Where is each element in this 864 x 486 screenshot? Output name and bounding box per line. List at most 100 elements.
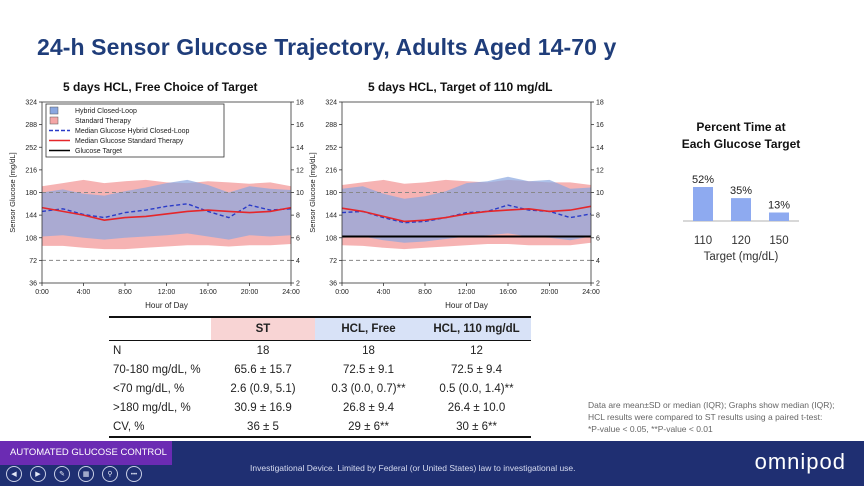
footer-disclaimer: Investigational Device. Limited by Feder… [250, 463, 576, 473]
x-tick-label: 12:00 [458, 289, 476, 296]
bar-x-axis-label: Target (mg/dL) [704, 251, 779, 263]
bar-value-label: 52% [692, 174, 714, 186]
x-tick-label: 20:00 [241, 289, 259, 296]
table-row: CV, % 36 ± 5 29 ± 6** 30 ± 6** [109, 417, 531, 437]
y-tick-label: 36 [329, 281, 337, 288]
y-tick-label: 144 [325, 213, 337, 220]
bar-category-label: 110 [694, 235, 712, 247]
chart-legend: Hybrid Closed-Loop Standard Therapy Median… [45, 103, 225, 158]
legend-label: Standard Therapy [75, 118, 131, 125]
legend-label: Hybrid Closed-Loop [75, 108, 137, 115]
x-axis-label: Hour of Day [145, 301, 188, 310]
y-tick-label: 324 [325, 100, 337, 107]
y-right-tick-label: 18 [296, 100, 304, 107]
x-tick-label: 0:00 [35, 289, 49, 296]
x-tick-label: 12:00 [158, 289, 176, 296]
bar-110 [693, 187, 713, 221]
left-glucose-chart: 36 2 72 4 108 6 144 8 180 10 216 12 252 14 288 16 324 18 0… [8, 100, 304, 311]
table-row: >180 mg/dL, % 30.9 ± 16.9 26.8 ± 9.4 26.… [109, 398, 531, 417]
bar-120 [731, 198, 751, 221]
x-tick-label: 8:00 [418, 289, 432, 296]
y-tick-label: 36 [29, 281, 37, 288]
y-tick-label: 324 [25, 100, 37, 107]
x-tick-label: 16:00 [499, 289, 517, 296]
row-label: <70 mg/dL, % [113, 382, 185, 395]
pen-icon[interactable]: ✎ [54, 466, 70, 482]
footer-bar: AUTOMATED GLUCOSE CONTROL ◀ ▶ ✎ ▦ ⚲ ••• … [0, 441, 864, 486]
table-header-blank [109, 317, 211, 341]
row-cell: 30 ± 6** [456, 420, 497, 433]
table-row: N 18 18 12 [109, 341, 531, 361]
y-right-tick-label: 18 [596, 100, 604, 107]
y-tick-label: 72 [29, 258, 37, 265]
row-cell: 65.6 ± 15.7 [234, 363, 292, 376]
x-tick-label: 20:00 [541, 289, 559, 296]
row-cell: 36 ± 5 [247, 420, 279, 433]
y-axis-label: Sensor Glucose [mg/dL] [308, 152, 317, 232]
table-row: 70-180 mg/dL, % 65.6 ± 15.7 72.5 ± 9.1 7… [109, 360, 531, 379]
x-tick-label: 16:00 [199, 289, 217, 296]
y-right-tick-label: 2 [296, 281, 300, 288]
next-icon[interactable]: ▶ [30, 466, 46, 482]
footnote-line: Data are mean±SD or median (IQR); Graphs… [588, 400, 835, 410]
y-tick-label: 216 [325, 167, 337, 174]
y-right-tick-label: 8 [296, 213, 300, 220]
y-right-tick-label: 14 [296, 145, 304, 152]
y-tick-label: 180 [325, 190, 337, 197]
x-axis-label: Hour of Day [445, 301, 488, 310]
row-cell: 29 ± 6** [348, 420, 389, 433]
row-cell: 0.3 (0.0, 0.7)** [331, 382, 406, 395]
y-tick-label: 72 [329, 258, 337, 265]
row-cell: 30.9 ± 16.9 [234, 401, 292, 414]
row-cell: 2.6 (0.9, 5.1) [230, 382, 296, 395]
x-tick-label: 24:00 [582, 289, 600, 296]
row-cell: 72.5 ± 9.1 [342, 363, 395, 376]
table-header-st: ST [211, 317, 315, 341]
y-right-tick-label: 6 [296, 235, 300, 242]
bar-150 [769, 212, 789, 221]
y-tick-label: 216 [25, 167, 37, 174]
y-tick-label: 108 [325, 235, 337, 242]
y-right-tick-label: 8 [596, 213, 600, 220]
y-right-tick-label: 14 [596, 145, 604, 152]
row-cell: 26.4 ± 10.0 [447, 401, 506, 414]
y-right-tick-label: 10 [596, 190, 604, 197]
bar-value-label: 13% [768, 200, 790, 212]
slide-title: 24-h Sensor Glucose Trajectory, Adults A… [37, 34, 617, 60]
zoom-icon[interactable]: ⚲ [102, 466, 118, 482]
table-header-row: ST HCL, Free HCL, 110 mg/dL [109, 317, 531, 341]
results-table: ST HCL, Free HCL, 110 mg/dL N 18 18 12 7… [109, 316, 531, 438]
prev-icon[interactable]: ◀ [6, 466, 22, 482]
legend-label: Median Glucose Standard Therapy [75, 138, 184, 145]
bar-chart-title: Percent Time at Each Glucose Target [661, 119, 821, 153]
median-line-median-glucose-standard-therapy [41, 206, 292, 222]
grid-icon[interactable]: ▦ [78, 466, 94, 482]
iqr-band-hybrid-closed-loop [42, 179, 291, 240]
x-tick-label: 24:00 [282, 289, 300, 296]
row-label: CV, % [113, 420, 145, 433]
x-tick-label: 4:00 [77, 289, 91, 296]
y-tick-label: 252 [25, 145, 37, 152]
row-cell: 18 [256, 344, 270, 357]
omnipod-logo: omnipod [754, 449, 846, 474]
more-icon[interactable]: ••• [126, 466, 142, 482]
row-cell: 12 [470, 344, 483, 357]
bar-chart-title-line2: Each Glucose Target [681, 137, 801, 151]
legend-label: Glucose Target [75, 148, 122, 155]
row-label: >180 mg/dL, % [113, 401, 191, 414]
row-cell: 0.5 (0.0, 1.4)** [439, 382, 514, 395]
right-glucose-chart: 36 2 72 4 108 6 144 8 180 10 216 12 252 14 288 16 324 18 0… [308, 100, 604, 311]
x-tick-label: 8:00 [118, 289, 132, 296]
footnote-line: *P-value < 0.05, **P-value < 0.01 [588, 424, 713, 434]
y-right-tick-label: 4 [596, 258, 600, 265]
y-tick-label: 252 [325, 145, 337, 152]
row-label: 70-180 mg/dL, % [113, 363, 201, 376]
legend-swatch [49, 106, 59, 115]
y-tick-label: 180 [25, 190, 37, 197]
footnote-line: HCL results were compared to ST results … [588, 412, 823, 422]
y-tick-label: 288 [325, 122, 337, 129]
percent-time-bar-chart: 52% 110 35% 120 13% 150 Target (mg/dL) [683, 174, 799, 263]
bar-value-label: 35% [730, 185, 752, 197]
legend-box [45, 103, 225, 158]
bar-category-label: 120 [731, 235, 750, 247]
